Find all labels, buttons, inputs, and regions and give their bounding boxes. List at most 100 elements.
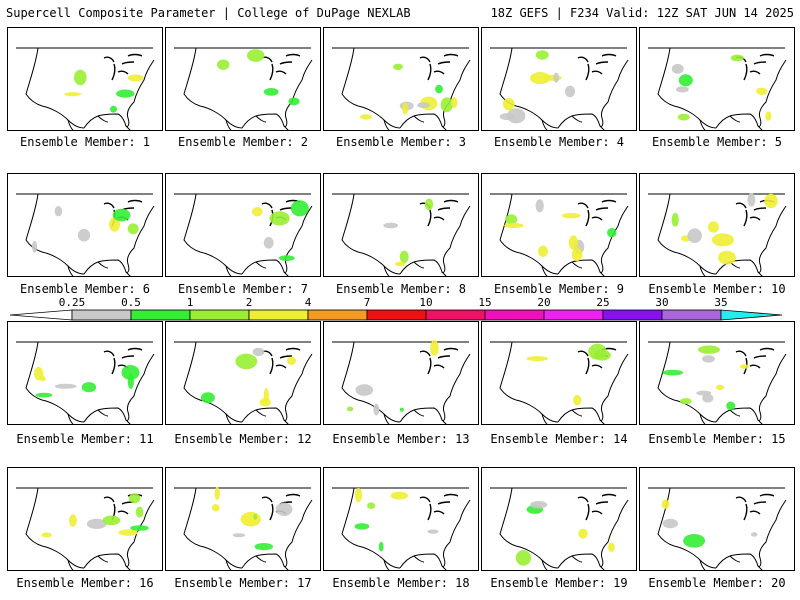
- country-outline: [16, 487, 155, 569]
- colorbar-tick-label: 35: [714, 296, 728, 309]
- colorbar-tick-label: 1: [186, 296, 194, 309]
- scp-contour: [526, 356, 548, 362]
- country-outline: [490, 341, 629, 423]
- scp-contour: [373, 403, 380, 416]
- gulf-coast: [699, 555, 763, 570]
- scp-contour: [756, 87, 768, 95]
- us-map: [648, 47, 787, 130]
- colorbar-min-arrow: [10, 309, 73, 321]
- scp-contour: [275, 502, 293, 516]
- scp-contour: [355, 384, 374, 396]
- us-map: [332, 47, 471, 130]
- scp-contour: [116, 89, 135, 98]
- gulf-coast: [67, 261, 131, 276]
- great-lakes: [103, 493, 143, 521]
- scp-contour: [424, 198, 434, 211]
- scp-contour: [440, 97, 453, 113]
- map-title: Supercell Composite Parameter | College …: [6, 6, 411, 20]
- gulf-coast: [67, 409, 131, 424]
- gulf-coast: [67, 115, 131, 130]
- scp-contour: [217, 59, 230, 70]
- great-lakes: [103, 53, 143, 81]
- colorbar-segment: [366, 309, 427, 321]
- scp-contour: [702, 393, 714, 403]
- scp-contour: [240, 511, 261, 527]
- ensemble-member-map: [639, 173, 795, 277]
- ensemble-member-label: Ensemble Member: 18: [332, 576, 470, 590]
- scp-contour: [593, 350, 611, 361]
- scp-contour: [765, 111, 772, 121]
- scp-contour: [530, 501, 548, 509]
- country-outline: [174, 341, 313, 423]
- scp-contour: [109, 217, 120, 232]
- colorbar-segment: [189, 309, 250, 321]
- scp-contour: [661, 499, 670, 509]
- scp-contour: [110, 105, 117, 113]
- scp-contour: [535, 199, 544, 213]
- scp-contour: [399, 407, 404, 412]
- us-map: [174, 341, 313, 424]
- colorbar-tick-label: 10: [419, 296, 433, 309]
- great-lakes: [103, 347, 143, 375]
- country-outline: [16, 193, 155, 275]
- us-map: [332, 487, 471, 570]
- ensemble-member-map: [481, 467, 637, 571]
- great-lakes: [261, 53, 301, 81]
- scp-contour: [235, 353, 258, 370]
- colorbar-tick-label: 0.25: [58, 296, 86, 309]
- scp-contour: [214, 487, 220, 500]
- gulf-coast: [699, 409, 763, 424]
- scp-contour: [288, 97, 300, 106]
- scp-contour: [702, 355, 715, 363]
- ensemble-member-map: [165, 467, 321, 571]
- scp-contour: [54, 206, 63, 217]
- ensemble-member-label: Ensemble Member: 20: [648, 576, 786, 590]
- scp-contour: [427, 529, 439, 534]
- ensemble-member-label: Ensemble Member: 2: [177, 135, 309, 149]
- us-map: [174, 47, 313, 130]
- colorbar-tick-label: 2: [245, 296, 253, 309]
- scp-contour: [698, 345, 720, 354]
- us-map: [16, 193, 155, 276]
- ensemble-member-label: Ensemble Member: 19: [490, 576, 628, 590]
- ensemble-member-map: [7, 173, 163, 277]
- colorbar-tick-label: 7: [363, 296, 371, 309]
- ensemble-member-label: Ensemble Member: 17: [174, 576, 312, 590]
- scp-contour: [383, 222, 399, 229]
- country-outline: [174, 487, 313, 569]
- ensemble-member-label: Ensemble Member: 6: [19, 282, 151, 296]
- scp-contour: [254, 543, 273, 551]
- us-map: [648, 341, 787, 424]
- scp-contour: [678, 74, 693, 87]
- ensemble-member-map: [323, 321, 479, 425]
- great-lakes: [419, 347, 459, 375]
- gulf-coast: [541, 261, 605, 276]
- scp-contour: [680, 398, 692, 405]
- ensemble-member-map: [323, 173, 479, 277]
- scp-contour: [505, 214, 518, 225]
- country-outline: [490, 487, 629, 569]
- scp-contour: [64, 92, 82, 97]
- country-outline: [332, 47, 471, 129]
- scp-contour: [676, 86, 689, 93]
- gulf-coast: [225, 555, 289, 570]
- colorbar-segment: [425, 309, 486, 321]
- scp-contour: [251, 207, 263, 217]
- scp-contour: [54, 383, 77, 389]
- ensemble-member-label: Ensemble Member: 8: [335, 282, 467, 296]
- country-outline: [16, 341, 155, 423]
- scp-contour: [683, 534, 706, 548]
- scp-contour: [399, 250, 409, 263]
- ensemble-member-map: [481, 321, 637, 425]
- colorbar-tick-label: 30: [655, 296, 669, 309]
- scp-contour: [86, 518, 107, 529]
- country-outline: [332, 193, 471, 275]
- scp-contour: [739, 364, 750, 369]
- country-outline: [332, 341, 471, 423]
- scp-contour: [247, 49, 265, 62]
- scp-contour: [573, 395, 582, 406]
- scp-contour: [360, 114, 372, 120]
- great-lakes: [735, 493, 775, 521]
- gulf-coast: [383, 555, 447, 570]
- us-map: [648, 193, 787, 276]
